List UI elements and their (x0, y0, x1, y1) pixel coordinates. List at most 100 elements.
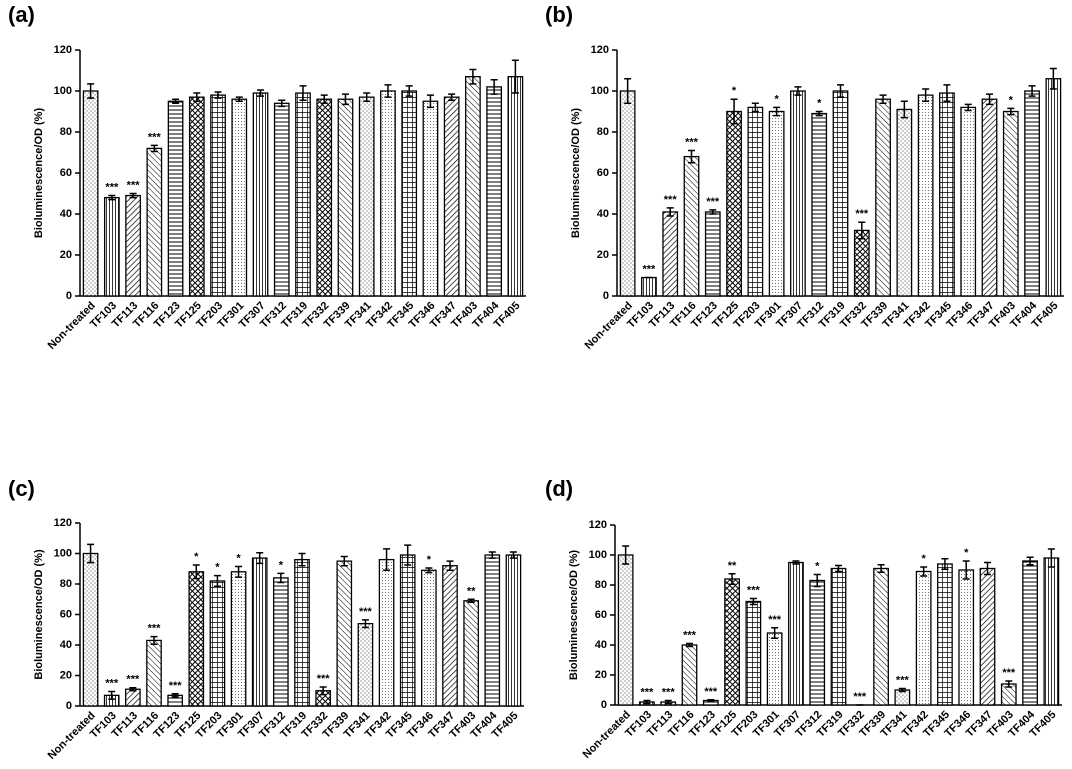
bar (210, 94, 226, 297)
error-bar (835, 564, 842, 573)
y-tick-label: 60 (595, 609, 607, 621)
error-bar (340, 555, 348, 567)
significance: * (215, 562, 220, 574)
significance: * (775, 93, 780, 105)
error-bar (235, 96, 243, 102)
bar (981, 98, 998, 297)
bar (294, 558, 310, 707)
y-tick-label: 120 (54, 44, 72, 56)
y-tick-label: 0 (66, 700, 72, 712)
bar (1002, 110, 1019, 297)
error-bar (425, 567, 433, 574)
error-bar (361, 619, 369, 629)
error-bar (1049, 67, 1057, 90)
error-bar (129, 686, 137, 692)
error-bar (986, 93, 993, 106)
bar (704, 211, 721, 297)
bar (125, 688, 141, 707)
significance: *** (896, 675, 910, 687)
y-axis-label: Bioluminescence/OD (%) (568, 550, 580, 681)
error-bar (426, 94, 434, 109)
error-bar (256, 551, 264, 565)
significance: * (964, 547, 969, 559)
error-bar (794, 86, 802, 96)
y-tick-label: 20 (597, 249, 609, 261)
significance: * (194, 551, 199, 563)
error-bar (488, 551, 496, 559)
y-tick-label: 100 (54, 547, 72, 559)
y-tick-label: 80 (597, 126, 609, 138)
y-tick-label: 60 (60, 167, 72, 179)
bar (380, 90, 396, 297)
error-bar (1026, 556, 1034, 566)
y-tick-label: 120 (589, 519, 607, 531)
bar (421, 569, 437, 707)
bar (167, 100, 184, 297)
significance: *** (641, 687, 655, 699)
error-bar (193, 92, 201, 102)
bar (853, 229, 870, 297)
error-bar (320, 94, 328, 105)
error-bar (622, 545, 630, 565)
bar (230, 571, 247, 707)
significance: *** (683, 630, 697, 642)
error-bar (962, 560, 970, 580)
bar (358, 96, 375, 297)
y-tick-label: 100 (591, 85, 609, 97)
error-bar (920, 566, 928, 577)
error-bar (87, 83, 95, 99)
bar (125, 194, 141, 297)
error-bar (213, 574, 221, 588)
y-tick-label: 0 (66, 290, 72, 302)
y-tick-label: 80 (595, 579, 607, 591)
error-bar (490, 78, 498, 95)
significance: * (1009, 94, 1014, 106)
error-bar (509, 551, 517, 559)
significance: * (817, 98, 822, 110)
significance: * (732, 85, 737, 97)
bar (146, 147, 163, 297)
significance: *** (855, 208, 869, 220)
error-bar (150, 635, 158, 645)
bar (378, 558, 395, 707)
error-bar (172, 98, 180, 105)
error-bar (87, 543, 95, 564)
bar (960, 106, 977, 297)
bar (683, 155, 700, 297)
error-bar (964, 103, 972, 112)
bar (252, 92, 269, 297)
error-bar (709, 209, 717, 215)
error-bar (405, 85, 413, 97)
bar (1024, 90, 1040, 297)
bar (357, 623, 374, 707)
bar (82, 552, 99, 707)
panel-label: (b) (545, 2, 573, 27)
bar (484, 554, 501, 707)
significance: *** (169, 680, 183, 692)
significance: *** (127, 180, 141, 192)
significance: * (922, 553, 927, 565)
error-bar (898, 687, 906, 693)
error-bar (214, 91, 222, 99)
bar (641, 276, 657, 297)
significance: ** (467, 585, 476, 597)
error-bar (879, 94, 887, 105)
error-bar (192, 564, 200, 580)
bar (422, 100, 439, 297)
error-bar (686, 642, 693, 648)
bar (766, 632, 783, 706)
error-bar (341, 93, 349, 106)
bar (937, 563, 953, 706)
error-bar (108, 690, 116, 700)
error-bar (900, 100, 908, 119)
error-bar (730, 98, 738, 125)
bar (442, 565, 458, 707)
significance: *** (747, 585, 761, 597)
error-bar (664, 699, 672, 705)
significance: *** (662, 687, 676, 699)
error-bar (941, 558, 949, 570)
y-tick-label: 0 (603, 290, 609, 302)
error-bar (858, 221, 866, 240)
panel-label: (c) (8, 476, 35, 501)
error-bar (299, 85, 307, 101)
